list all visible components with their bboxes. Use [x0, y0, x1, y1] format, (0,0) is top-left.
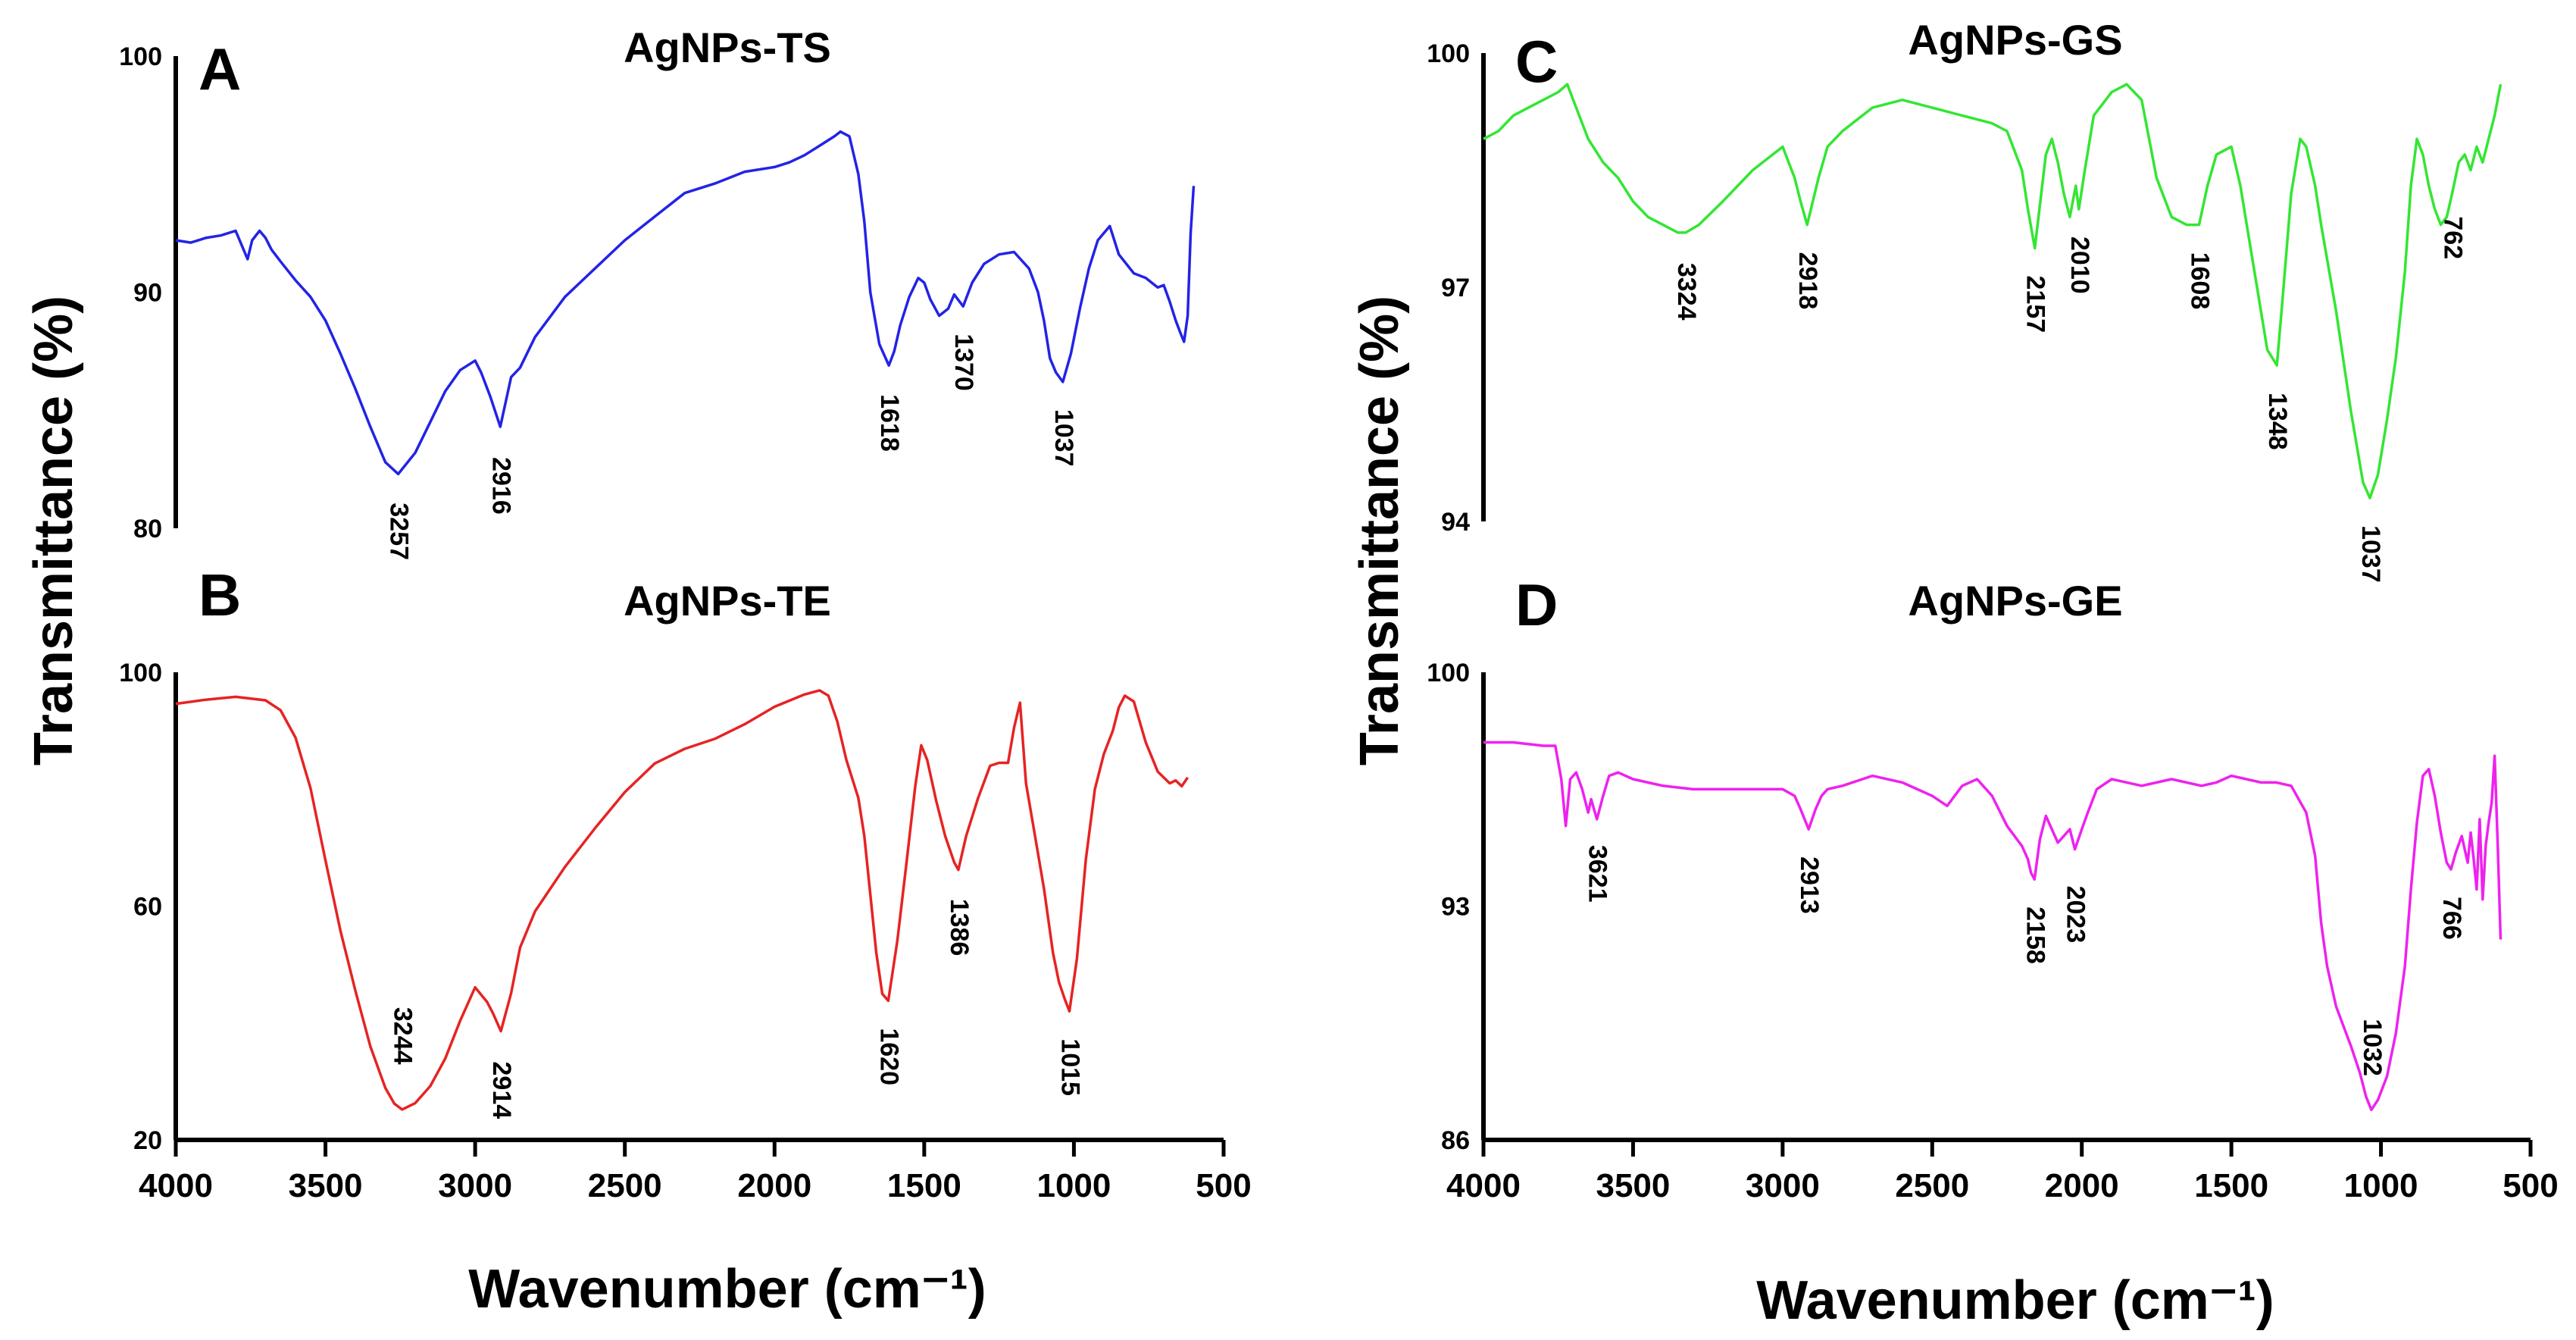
panel-a-title: AgNPs-TS — [624, 23, 831, 71]
panel-b-peak-label: 1620 — [874, 1028, 903, 1085]
panel-d-x-tick-label: 3000 — [1746, 1167, 1820, 1204]
panel-a-peak-label: 1370 — [949, 333, 978, 391]
panel-d-x-tick-label: 500 — [2503, 1167, 2558, 1204]
panel-c-peak-label: 2918 — [1793, 252, 1822, 310]
panel-a-peak-label: 1037 — [1049, 409, 1078, 467]
panel-d: D AgNPs-GE 86 93 100 4000 3500 3000 2500 2000 15… — [1427, 571, 2558, 1204]
panel-c-y-tick-label: 97 — [1441, 274, 1470, 302]
panel-c-peak-label: 2010 — [2065, 236, 2094, 294]
panel-b-x-tick-label: 500 — [1196, 1167, 1251, 1204]
panel-c-peak-label: 1608 — [2186, 252, 2215, 310]
panel-d-x-tick-label: 3500 — [1596, 1167, 1670, 1204]
panel-a-peak-label: 3257 — [385, 502, 414, 560]
panel-c-axes: 94 97 100 3324 2918 2157 2010 1608 1348 1037 762 — [1427, 39, 2503, 583]
panel-b-x-tick-label: 4000 — [139, 1167, 213, 1204]
panel-d-title: AgNPs-GE — [1908, 577, 2122, 625]
panel-b-peak-label: 2914 — [487, 1062, 516, 1119]
panel-d-x-tick-label: 1000 — [2344, 1167, 2418, 1204]
panel-b-x-tick-label: 2000 — [737, 1167, 811, 1204]
panel-b-peak-label: 1015 — [1056, 1038, 1085, 1096]
panel-b-spectrum-line — [175, 689, 1190, 1111]
panel-a-axes: 80 90 100 3257 2916 1618 1370 1037 — [119, 42, 1196, 560]
panel-c-peak-label: 3324 — [1672, 263, 1701, 321]
panel-b-x-tick-label: 1500 — [887, 1167, 961, 1204]
panel-b-y-tick-label: 20 — [133, 1126, 162, 1155]
panel-a-peak-label: 1618 — [875, 394, 904, 452]
panel-b-peak-label: 1386 — [945, 899, 974, 956]
panel-d-peak-label: 2913 — [1795, 856, 1824, 914]
panel-c-peak-label: 1348 — [2263, 393, 2292, 450]
panel-b-x-tick-label: 3500 — [289, 1167, 363, 1204]
panel-c-peak-label: 1037 — [2356, 525, 2385, 583]
panel-c-y-tick-label: 94 — [1441, 508, 1470, 537]
panel-b-x-tick-label: 2500 — [588, 1167, 662, 1204]
panel-a-y-tick-label: 90 — [133, 279, 162, 308]
panel-b-y-tick-label: 60 — [133, 893, 162, 922]
panel-d-x-tick-label: 2500 — [1895, 1167, 1969, 1204]
panel-d-y-tick-label: 100 — [1427, 659, 1470, 687]
panel-a-spectrum-line — [175, 130, 1196, 476]
panel-d-x-tick-label: 2000 — [2045, 1167, 2119, 1204]
panel-b-y-tick-label: 100 — [119, 659, 162, 687]
panel-a: A AgNPs-TS 80 90 100 3257 2916 1618 1370 1037 — [119, 23, 1196, 560]
panel-b: B AgNPs-TE 20 60 100 4000 3500 3000 2500 2000 15… — [119, 562, 1251, 1204]
panel-d-y-tick-label: 86 — [1441, 1126, 1470, 1155]
y-axis-label-right: Transmittance (%) — [1349, 296, 1410, 765]
panel-d-y-tick-label: 93 — [1441, 893, 1470, 922]
panel-d-spectrum-line — [1483, 740, 2503, 1112]
panel-b-peak-label: 3244 — [389, 1007, 417, 1065]
panel-b-title: AgNPs-TE — [624, 577, 831, 625]
panel-c-letter: C — [1515, 28, 1558, 95]
panel-d-peak-label: 766 — [2437, 897, 2466, 940]
panel-b-axes: 20 60 100 4000 3500 3000 2500 2000 1500 1000 500 32… — [119, 659, 1251, 1204]
panel-c-peak-label: 2157 — [2021, 276, 2050, 333]
panel-d-x-tick-label: 1500 — [2194, 1167, 2268, 1204]
panel-c-title: AgNPs-GS — [1908, 16, 2122, 64]
panel-c: C AgNPs-GS 94 97 100 3324 2918 2157 2010 1608 13… — [1427, 16, 2503, 583]
panel-c-peak-label: 762 — [2439, 216, 2468, 259]
panel-a-y-tick-label: 80 — [133, 515, 162, 543]
panel-d-letter: D — [1515, 571, 1558, 638]
panel-b-x-tick-label: 1000 — [1036, 1167, 1111, 1204]
panel-c-y-tick-label: 100 — [1427, 39, 1470, 68]
y-axis-label-left: Transmittance (%) — [23, 296, 84, 765]
panel-d-x-tick-label: 4000 — [1446, 1167, 1521, 1204]
panel-a-peak-label: 2916 — [486, 457, 515, 515]
panel-c-spectrum-line — [1483, 83, 2503, 499]
x-axis-label-left: Wavenumber (cm⁻¹) — [468, 1259, 986, 1320]
panel-d-peak-label: 2023 — [2062, 886, 2090, 944]
panel-d-axes: 86 93 100 4000 3500 3000 2500 2000 1500 1000 500 36… — [1427, 659, 2558, 1204]
panel-d-peak-label: 2158 — [2021, 906, 2049, 964]
panel-d-peak-label: 3621 — [1583, 845, 1612, 903]
panel-b-x-tick-label: 3000 — [438, 1167, 512, 1204]
panel-a-letter: A — [199, 36, 241, 102]
panel-d-peak-label: 1032 — [2358, 1019, 2387, 1076]
panel-b-letter: B — [199, 562, 241, 628]
panel-a-y-tick-label: 100 — [119, 42, 162, 71]
x-axis-label-right: Wavenumber (cm⁻¹) — [1756, 1270, 2274, 1331]
